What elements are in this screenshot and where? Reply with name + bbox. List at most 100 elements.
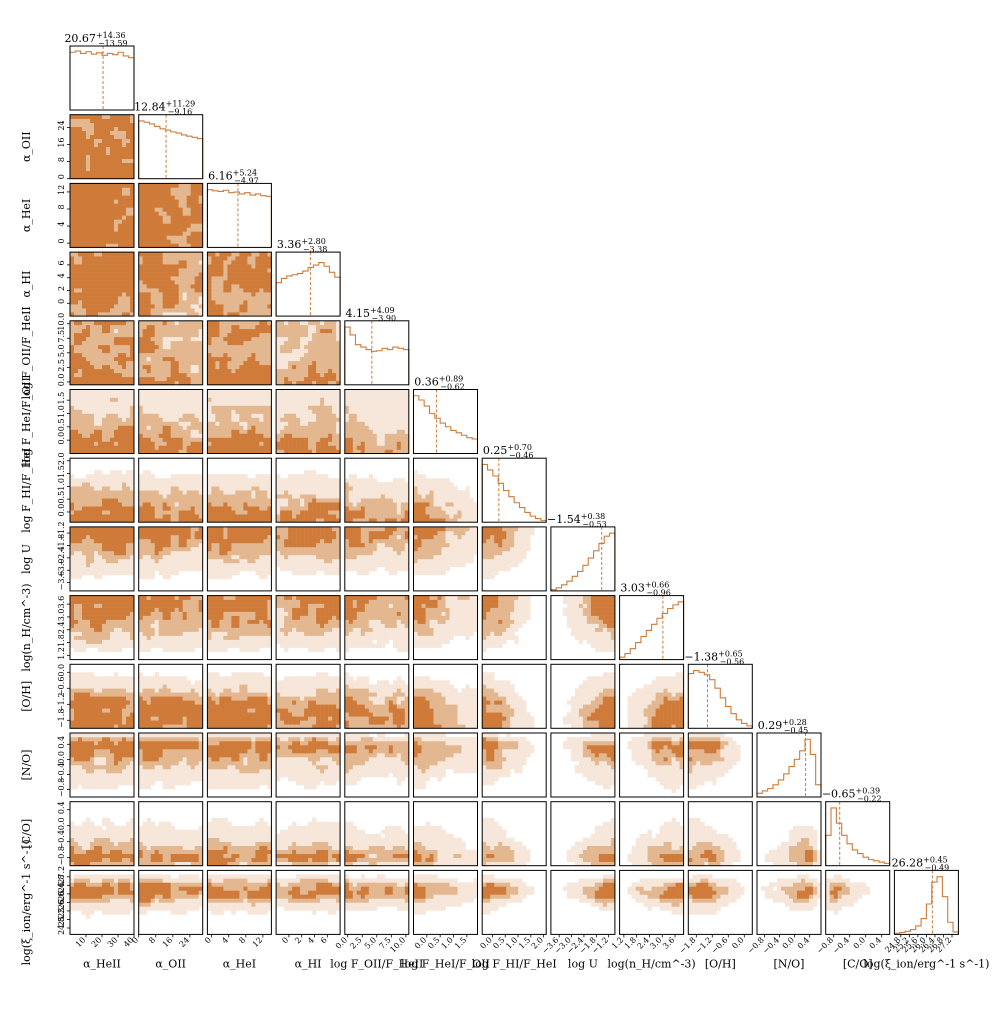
density-cell: [336, 445, 341, 450]
density-cell: [441, 518, 446, 523]
density-cell: [300, 344, 305, 350]
density-cell: [102, 276, 107, 281]
density-cell: [190, 405, 195, 410]
density-cell: [82, 405, 87, 410]
density-cell: [186, 320, 191, 326]
density-cell: [396, 486, 402, 491]
density-cell: [364, 514, 370, 519]
density-cell: [324, 332, 329, 338]
density-cell: [90, 122, 95, 127]
density-cell: [267, 409, 272, 414]
density-cell: [324, 494, 329, 499]
density-cell: [70, 288, 75, 293]
density-cell: [138, 514, 143, 519]
density-cell: [360, 449, 366, 454]
density-cell: [332, 372, 337, 378]
density-cell: [106, 502, 111, 507]
density-cell: [259, 502, 264, 507]
density-cell: [243, 344, 248, 350]
density-cell: [396, 425, 402, 430]
density-cell: [211, 336, 216, 342]
density-cell: [328, 348, 333, 354]
density-cell: [154, 235, 159, 240]
density-cell: [320, 482, 325, 487]
density-cell: [110, 223, 115, 228]
density-cell: [255, 514, 260, 519]
density-cell: [130, 401, 135, 406]
density-cell: [320, 433, 325, 438]
density-cell: [182, 502, 187, 507]
density-cell: [239, 252, 244, 257]
density-cell: [376, 506, 382, 511]
density-cell: [166, 445, 171, 450]
density-cell: [300, 474, 305, 479]
density-cell: [130, 134, 135, 139]
density-cell: [328, 340, 333, 346]
density-cell: [70, 162, 75, 167]
density-cell: [162, 368, 167, 374]
density-cell: [78, 211, 83, 216]
density-cell: [344, 494, 350, 499]
density-cell: [106, 445, 111, 450]
density-cell: [364, 449, 370, 454]
density-cell: [138, 405, 143, 410]
density-cell: [94, 348, 99, 354]
density-cell: [118, 130, 123, 135]
density-cell: [110, 292, 115, 297]
density-cell: [227, 490, 232, 495]
density-cell: [174, 478, 179, 483]
density-cell: [122, 518, 127, 523]
density-cell: [356, 494, 362, 499]
density-cell: [110, 243, 115, 248]
density-cell: [118, 494, 123, 499]
density-cell: [94, 199, 99, 204]
density-cell: [263, 372, 268, 378]
density-cell: [90, 183, 95, 188]
density-cell: [280, 360, 285, 366]
density-cell: [162, 405, 167, 410]
density-cell: [308, 340, 313, 346]
density-cell: [263, 348, 268, 354]
density-cell: [219, 344, 224, 350]
density-cell: [82, 445, 87, 450]
density-cell: [98, 191, 103, 196]
density-cell: [251, 429, 256, 434]
density-cell: [255, 276, 260, 281]
density-cell: [372, 445, 378, 450]
density-cell: [223, 352, 228, 358]
density-cell: [130, 276, 135, 281]
density-cell: [457, 510, 462, 515]
density-cell: [174, 389, 179, 394]
density-cell: [86, 510, 91, 515]
density-cell: [166, 393, 171, 398]
density-cell: [182, 288, 187, 293]
density-cell: [288, 413, 293, 418]
density-cell: [259, 510, 264, 515]
density-cell: [247, 482, 252, 487]
density-cell: [162, 227, 167, 232]
density-cell: [380, 441, 386, 446]
density-cell: [162, 393, 167, 398]
density-cell: [296, 413, 301, 418]
density-cell: [74, 372, 79, 378]
density-cell: [251, 389, 256, 394]
density-cell: [82, 142, 87, 147]
density-cell: [215, 284, 220, 289]
density-cell: [126, 191, 131, 196]
density-cell: [215, 490, 220, 495]
density-cell: [126, 498, 131, 503]
density-cell: [166, 235, 171, 240]
density-cell: [130, 215, 135, 220]
density-cell: [94, 364, 99, 370]
density-cell: [255, 340, 260, 346]
density-cell: [328, 393, 333, 398]
density-cell: [70, 264, 75, 269]
density-cell: [267, 389, 272, 394]
density-cell: [280, 328, 285, 334]
density-cell: [280, 498, 285, 503]
density-cell: [247, 252, 252, 257]
density-cell: [211, 312, 216, 317]
density-cell: [110, 352, 115, 358]
density-cell: [78, 425, 83, 430]
density-cell: [118, 300, 123, 305]
